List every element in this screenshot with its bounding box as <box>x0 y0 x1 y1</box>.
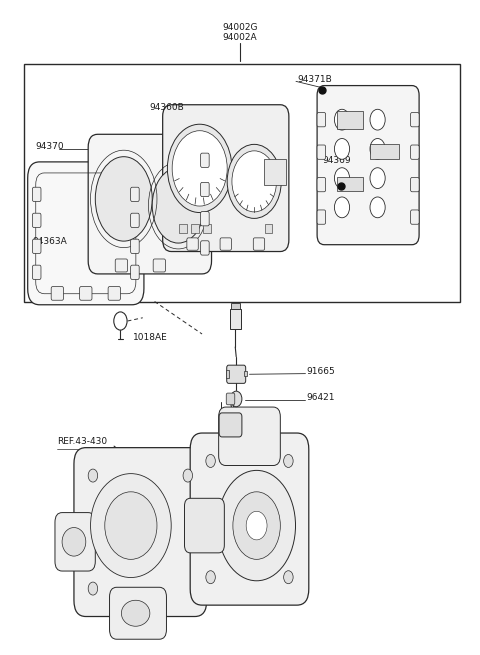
Bar <box>244 371 247 376</box>
Ellipse shape <box>88 469 97 482</box>
Ellipse shape <box>230 391 242 407</box>
FancyBboxPatch shape <box>51 287 63 300</box>
FancyBboxPatch shape <box>115 259 128 272</box>
Ellipse shape <box>370 138 385 159</box>
FancyBboxPatch shape <box>131 187 139 202</box>
Bar <box>264 224 272 233</box>
FancyBboxPatch shape <box>219 413 242 437</box>
Ellipse shape <box>88 582 97 595</box>
Ellipse shape <box>232 151 276 212</box>
Ellipse shape <box>335 197 349 217</box>
Bar <box>264 159 287 185</box>
Ellipse shape <box>370 109 385 130</box>
FancyBboxPatch shape <box>153 259 166 272</box>
FancyBboxPatch shape <box>317 145 325 159</box>
FancyBboxPatch shape <box>220 238 231 250</box>
Ellipse shape <box>246 512 267 540</box>
Ellipse shape <box>284 455 293 468</box>
FancyBboxPatch shape <box>201 153 209 168</box>
FancyBboxPatch shape <box>410 113 419 127</box>
FancyBboxPatch shape <box>33 213 41 227</box>
Text: 1018AE: 1018AE <box>133 333 168 342</box>
Ellipse shape <box>96 157 152 241</box>
Bar <box>337 177 363 191</box>
Ellipse shape <box>335 109 349 130</box>
FancyBboxPatch shape <box>317 210 325 224</box>
Ellipse shape <box>91 474 171 578</box>
Text: 94369: 94369 <box>322 156 351 165</box>
Ellipse shape <box>227 144 281 218</box>
FancyBboxPatch shape <box>317 178 325 192</box>
FancyBboxPatch shape <box>88 134 212 274</box>
FancyBboxPatch shape <box>201 182 209 196</box>
Ellipse shape <box>105 492 157 559</box>
Text: REF.43-430: REF.43-430 <box>57 437 108 445</box>
FancyBboxPatch shape <box>33 265 41 280</box>
Text: 94371B: 94371B <box>297 75 332 84</box>
FancyBboxPatch shape <box>410 210 419 224</box>
Ellipse shape <box>218 470 296 581</box>
Ellipse shape <box>335 138 349 159</box>
FancyBboxPatch shape <box>108 287 120 300</box>
FancyBboxPatch shape <box>55 513 96 571</box>
Bar <box>203 224 211 233</box>
FancyBboxPatch shape <box>187 238 198 250</box>
FancyBboxPatch shape <box>109 588 167 639</box>
Ellipse shape <box>183 469 192 482</box>
FancyBboxPatch shape <box>184 498 224 553</box>
Bar <box>179 224 187 233</box>
FancyBboxPatch shape <box>28 162 144 305</box>
FancyBboxPatch shape <box>201 212 209 226</box>
Ellipse shape <box>172 131 227 206</box>
Ellipse shape <box>233 492 280 559</box>
FancyBboxPatch shape <box>131 265 139 280</box>
Bar <box>226 370 228 378</box>
FancyBboxPatch shape <box>80 287 92 300</box>
Ellipse shape <box>335 168 349 189</box>
Ellipse shape <box>284 571 293 584</box>
Text: 94370: 94370 <box>35 142 64 151</box>
FancyBboxPatch shape <box>201 241 209 255</box>
Text: 94002A: 94002A <box>223 33 257 42</box>
FancyBboxPatch shape <box>253 238 264 250</box>
Text: 94002G: 94002G <box>222 23 258 32</box>
FancyBboxPatch shape <box>74 447 207 616</box>
FancyBboxPatch shape <box>226 393 235 405</box>
Ellipse shape <box>114 312 127 330</box>
FancyBboxPatch shape <box>131 213 139 227</box>
FancyBboxPatch shape <box>227 365 246 383</box>
Bar <box>371 144 399 159</box>
FancyBboxPatch shape <box>33 187 41 202</box>
Ellipse shape <box>206 571 216 584</box>
Text: 94360B: 94360B <box>150 103 185 113</box>
FancyBboxPatch shape <box>219 407 280 466</box>
Bar <box>191 224 199 233</box>
Bar <box>337 111 363 130</box>
FancyBboxPatch shape <box>33 239 41 253</box>
Bar <box>24 64 460 301</box>
FancyBboxPatch shape <box>131 239 139 253</box>
Ellipse shape <box>152 168 204 243</box>
Text: 96421: 96421 <box>306 393 335 402</box>
Bar <box>230 303 240 309</box>
Ellipse shape <box>121 600 150 626</box>
FancyBboxPatch shape <box>317 86 419 245</box>
FancyBboxPatch shape <box>163 105 289 252</box>
Text: 91665: 91665 <box>306 367 335 376</box>
FancyBboxPatch shape <box>410 178 419 192</box>
Ellipse shape <box>206 455 216 468</box>
FancyBboxPatch shape <box>190 433 309 605</box>
Text: 94363A: 94363A <box>33 237 67 246</box>
Bar <box>229 309 241 329</box>
FancyBboxPatch shape <box>317 113 325 127</box>
Ellipse shape <box>370 168 385 189</box>
FancyBboxPatch shape <box>410 145 419 159</box>
Ellipse shape <box>62 527 86 556</box>
Ellipse shape <box>168 124 232 213</box>
Ellipse shape <box>370 197 385 217</box>
